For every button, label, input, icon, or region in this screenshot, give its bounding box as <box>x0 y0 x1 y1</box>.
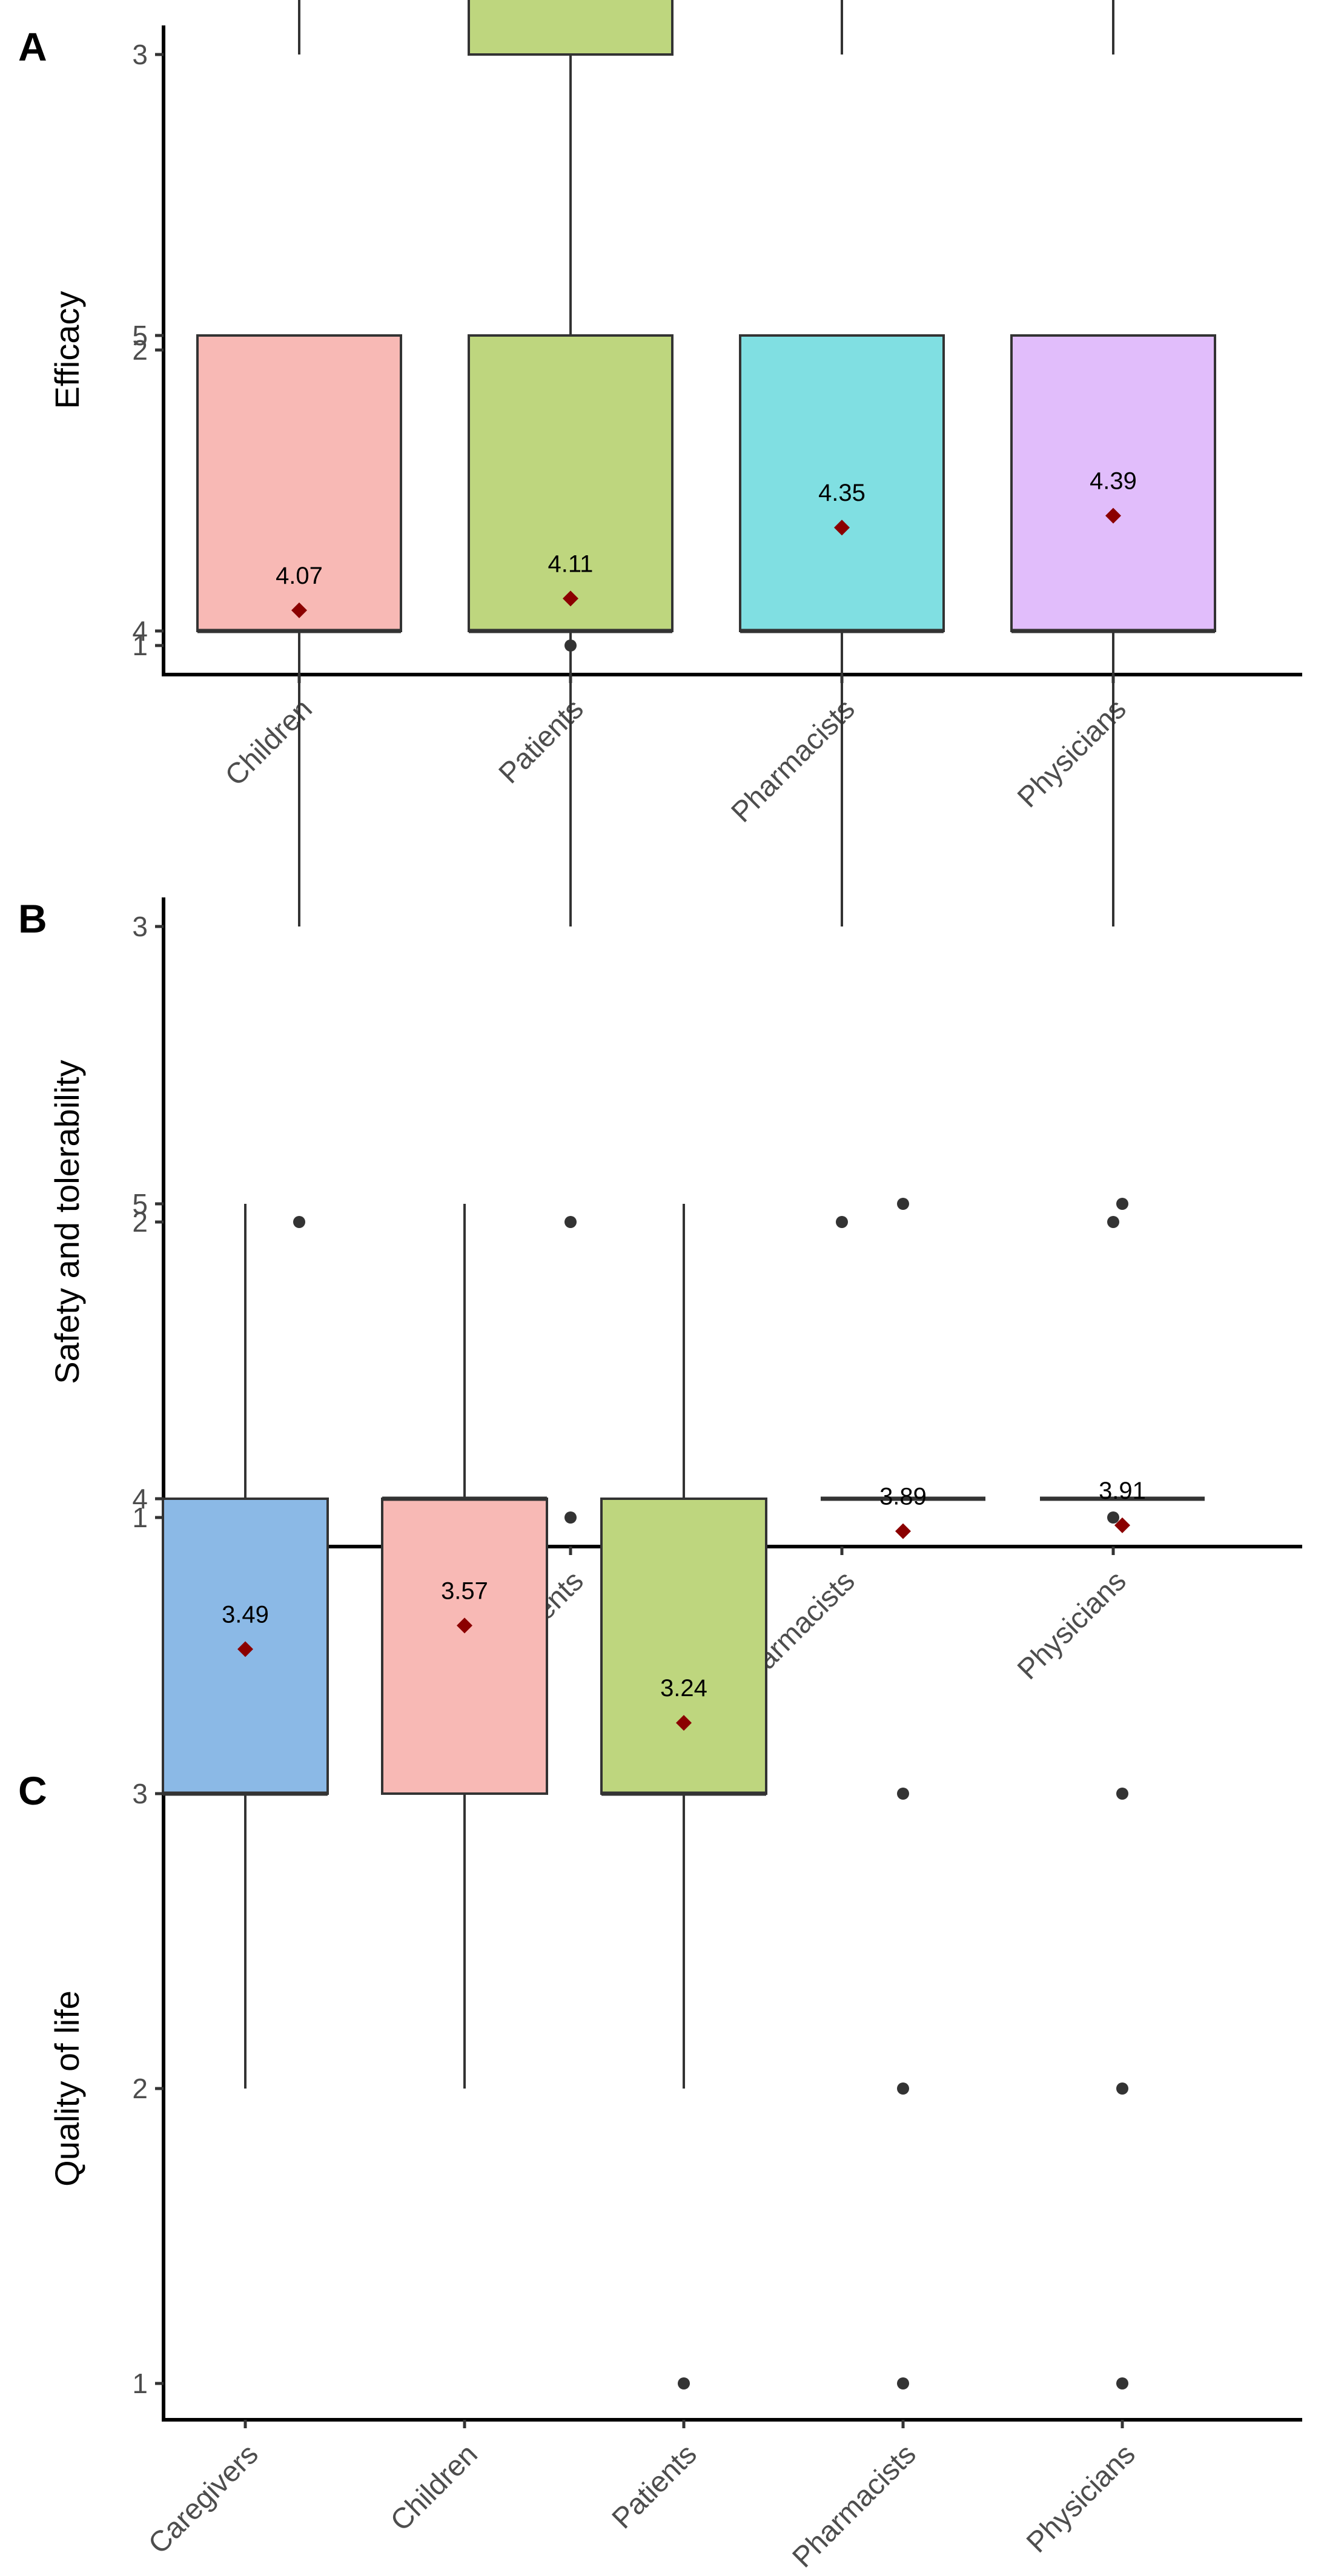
panel-b-outlier-physicians <box>1107 1511 1119 1524</box>
panel-a-y-tick-label: 1 <box>132 630 148 661</box>
panel-c-x-tick-label-physicians: Physicians <box>1021 2438 1142 2559</box>
panel-c-x-tick-label-pharmacists: Pharmacists <box>787 2438 922 2573</box>
panel-b-mean-label-patients: 4.11 <box>548 550 594 577</box>
panel-b-mean-label-pharmacists: 4.35 <box>818 480 866 506</box>
panel-b-y-tick-label: 3 <box>132 911 148 942</box>
panel-b-box-patients <box>468 334 674 632</box>
panel-c-mean-marker-caregivers <box>237 1641 253 1657</box>
panel-c-outlier-physicians <box>1116 1788 1128 1800</box>
panel-c-mean-label-children: 3.57 <box>441 1577 488 1604</box>
panel-c-y-tick-label: 2 <box>132 2073 148 2104</box>
panel-c-mean-label-physicians: 3.91 <box>1099 1478 1146 1504</box>
panel-b-mean-marker-children <box>291 602 307 618</box>
panel-a-x-tick-label-children: Children <box>219 693 319 792</box>
panel-b-outlier-children <box>293 1216 305 1228</box>
panel-b-outlier-patients <box>564 1511 577 1524</box>
panel-c-y-tick-label: 3 <box>132 1778 148 1809</box>
panel-c-outlier-pharmacists <box>897 2377 909 2389</box>
panel-b-y-tick-label: 2 <box>132 1206 148 1238</box>
panel-b-outlier-patients <box>564 1216 577 1228</box>
panel-c-outlier-pharmacists <box>897 2082 909 2095</box>
panel-b-y-tick-label: 5 <box>132 320 148 351</box>
panel-b-x-tick-label-physicians: Physicians <box>1011 1565 1133 1686</box>
panel-c-mean-marker-patients <box>676 1715 692 1731</box>
panel-c-x-tick-label-caregivers: Caregivers <box>142 2438 265 2560</box>
panel-c-mean-label-patients: 3.24 <box>660 1675 707 1702</box>
panel-c-outlier-pharmacists <box>897 1788 909 1800</box>
panel-c-mean-marker-children <box>457 1617 472 1634</box>
panel-b-box-pharmacists <box>739 334 945 632</box>
panel-b-mean-label-physicians: 4.39 <box>1090 468 1137 495</box>
panel-c-mean-label-pharmacists: 3.89 <box>879 1484 927 1510</box>
panel-a-letter: A <box>18 24 47 69</box>
panel-b-y-tick-label: 4 <box>132 615 148 647</box>
panel-c-box-patients <box>600 1498 767 1795</box>
panel-b-y-tick-label: 1 <box>132 1502 148 1533</box>
panel-c-x-tick-label-children: Children <box>385 2438 484 2537</box>
panel-c-mean-label-caregivers: 3.49 <box>222 1601 269 1628</box>
panel-a-box-patients <box>468 0 674 56</box>
panel-c-outlier-patients <box>678 2377 690 2389</box>
panel-b-mean-marker-pharmacists <box>834 520 850 536</box>
panel-b-box-physicians <box>1010 334 1216 632</box>
panel-c-outlier-physicians <box>1116 1198 1128 1210</box>
panel-b-outlier-physicians <box>1107 1216 1119 1228</box>
panel-b-mean-marker-patients <box>563 590 578 607</box>
panel-c-outlier-pharmacists <box>897 1198 909 1210</box>
panel-b-outlier-pharmacists <box>836 1216 848 1228</box>
panel-a-y-tick-label: 3 <box>132 39 148 70</box>
panel-c-y-tick-label: 5 <box>132 1188 148 1220</box>
panel-c-mean-marker-physicians <box>1114 1517 1130 1533</box>
panel-c-y-tick-label: 4 <box>132 1483 148 1514</box>
panel-c-letter: C <box>18 1768 47 1813</box>
panel-c-y-axis-label: Quality of life <box>48 1990 86 2187</box>
panel-b-mean-marker-physicians <box>1105 507 1121 524</box>
panel-b-y-axis-label: Safety and tolerability <box>48 1060 86 1384</box>
panel-c-box-children <box>381 1498 548 1795</box>
panel-c-y-tick-label: 1 <box>132 2368 148 2399</box>
panel-b-letter: B <box>18 896 47 941</box>
panel-a-y-axis-label: Efficacy <box>48 291 86 409</box>
panel-a-x-tick-label-patients: Patients <box>493 693 590 790</box>
panel-c-x-tick-label-patients: Patients <box>606 2438 703 2535</box>
panel-c-outlier-physicians <box>1116 2082 1128 2095</box>
panel-c-mean-marker-pharmacists <box>895 1523 911 1539</box>
panel-c-outlier-physicians <box>1116 2377 1128 2389</box>
panel-b-mean-label-children: 4.07 <box>276 563 323 589</box>
panel-a-y-tick-label: 2 <box>132 334 148 366</box>
panel-b-box-children <box>196 334 402 632</box>
